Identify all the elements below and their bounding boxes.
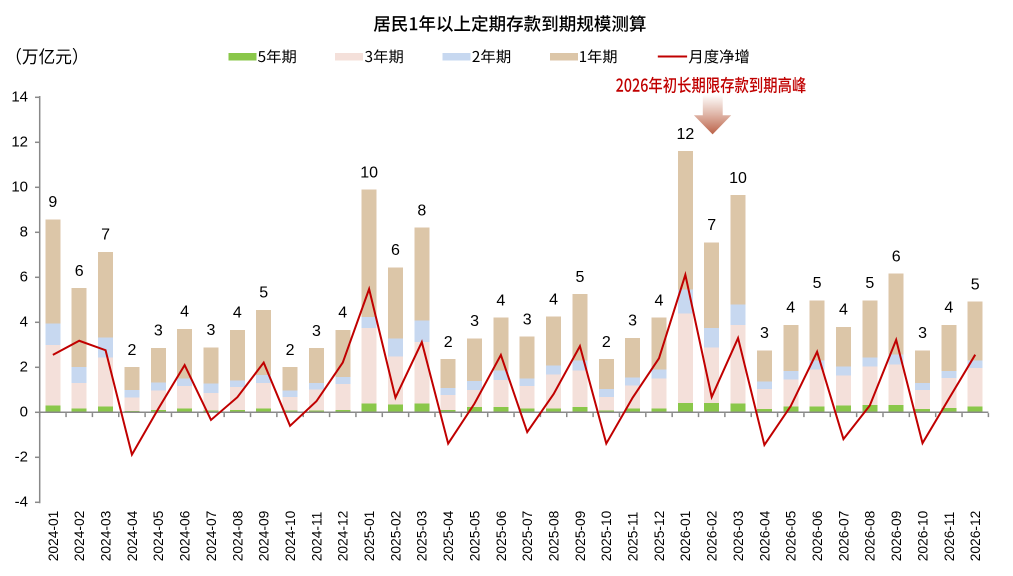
svg-text:3: 3 bbox=[918, 325, 927, 342]
svg-text:4: 4 bbox=[338, 305, 347, 322]
svg-text:2024-07: 2024-07 bbox=[204, 511, 219, 562]
svg-text:4: 4 bbox=[496, 292, 505, 309]
svg-text:2025-04: 2025-04 bbox=[441, 510, 456, 561]
svg-text:5: 5 bbox=[813, 275, 822, 292]
svg-text:2: 2 bbox=[286, 342, 295, 359]
svg-text:6: 6 bbox=[20, 269, 28, 286]
svg-text:4: 4 bbox=[786, 300, 795, 317]
svg-text:4: 4 bbox=[839, 302, 848, 319]
svg-text:3: 3 bbox=[760, 325, 769, 342]
svg-text:3: 3 bbox=[470, 313, 479, 330]
svg-text:4: 4 bbox=[944, 300, 953, 317]
svg-text:3: 3 bbox=[628, 313, 637, 330]
svg-text:2024-09: 2024-09 bbox=[257, 510, 272, 561]
svg-text:0: 0 bbox=[20, 404, 28, 421]
svg-text:6: 6 bbox=[892, 248, 901, 265]
svg-text:4: 4 bbox=[180, 304, 189, 321]
svg-text:2024-05: 2024-05 bbox=[151, 510, 166, 561]
svg-text:2025-12: 2025-12 bbox=[652, 511, 667, 562]
svg-text:3: 3 bbox=[154, 323, 163, 340]
svg-text:2026-05: 2026-05 bbox=[784, 510, 799, 561]
svg-text:8: 8 bbox=[417, 202, 426, 219]
svg-text:2025-02: 2025-02 bbox=[388, 511, 403, 562]
svg-text:2025-10: 2025-10 bbox=[599, 510, 614, 561]
svg-text:2026-01: 2026-01 bbox=[678, 511, 693, 562]
svg-text:2024-12: 2024-12 bbox=[336, 511, 351, 562]
svg-text:10: 10 bbox=[729, 170, 747, 187]
svg-text:12: 12 bbox=[11, 134, 28, 151]
svg-text:3: 3 bbox=[207, 322, 216, 339]
svg-text:4: 4 bbox=[20, 314, 28, 331]
svg-text:7: 7 bbox=[707, 217, 716, 234]
svg-text:10: 10 bbox=[11, 179, 28, 196]
svg-text:6: 6 bbox=[391, 242, 400, 259]
svg-text:3: 3 bbox=[312, 323, 321, 340]
svg-text:2024-03: 2024-03 bbox=[98, 510, 113, 561]
svg-text:9: 9 bbox=[48, 194, 57, 211]
svg-text:2026-07: 2026-07 bbox=[836, 511, 851, 562]
svg-text:2026-06: 2026-06 bbox=[810, 510, 825, 561]
svg-text:12: 12 bbox=[676, 126, 694, 143]
svg-text:2: 2 bbox=[127, 342, 136, 359]
svg-text:2026-02: 2026-02 bbox=[705, 511, 720, 562]
svg-text:2025-01: 2025-01 bbox=[362, 511, 377, 562]
svg-text:2: 2 bbox=[444, 334, 453, 351]
svg-text:2026-10: 2026-10 bbox=[915, 510, 930, 561]
svg-text:4: 4 bbox=[549, 291, 558, 308]
svg-text:2025-07: 2025-07 bbox=[520, 511, 535, 562]
svg-text:2024-06: 2024-06 bbox=[178, 510, 193, 561]
svg-text:2025-09: 2025-09 bbox=[573, 510, 588, 561]
svg-text:2025-08: 2025-08 bbox=[546, 510, 561, 561]
svg-text:2024-02: 2024-02 bbox=[72, 511, 87, 562]
svg-text:2026-09: 2026-09 bbox=[889, 510, 904, 561]
svg-text:2024-04: 2024-04 bbox=[125, 510, 140, 561]
svg-text:2026-08: 2026-08 bbox=[863, 510, 878, 561]
svg-text:2024-08: 2024-08 bbox=[230, 510, 245, 561]
svg-text:2025-03: 2025-03 bbox=[415, 510, 430, 561]
svg-text:-4: -4 bbox=[15, 494, 28, 511]
svg-text:2024-11: 2024-11 bbox=[309, 512, 324, 562]
svg-text:4: 4 bbox=[655, 292, 664, 309]
svg-text:3: 3 bbox=[523, 311, 532, 328]
svg-text:7: 7 bbox=[101, 227, 110, 244]
svg-text:8: 8 bbox=[20, 224, 28, 241]
svg-text:2026-12: 2026-12 bbox=[968, 511, 983, 562]
svg-text:14: 14 bbox=[11, 89, 28, 106]
svg-text:10: 10 bbox=[360, 164, 378, 181]
svg-text:2025-06: 2025-06 bbox=[494, 510, 509, 561]
svg-text:2024-10: 2024-10 bbox=[283, 510, 298, 561]
svg-text:2: 2 bbox=[20, 359, 28, 376]
svg-text:5: 5 bbox=[865, 275, 874, 292]
svg-text:2026-11: 2026-11 bbox=[942, 512, 957, 562]
svg-text:6: 6 bbox=[75, 263, 84, 280]
svg-text:4: 4 bbox=[233, 305, 242, 322]
svg-text:5: 5 bbox=[259, 285, 268, 302]
svg-text:5: 5 bbox=[971, 276, 980, 293]
svg-text:2025-05: 2025-05 bbox=[467, 510, 482, 561]
svg-text:5: 5 bbox=[575, 269, 584, 286]
svg-text:2025-11: 2025-11 bbox=[626, 512, 641, 562]
svg-text:2: 2 bbox=[602, 334, 611, 351]
svg-text:-2: -2 bbox=[15, 449, 28, 466]
svg-text:2026-03: 2026-03 bbox=[731, 510, 746, 561]
svg-text:2026-04: 2026-04 bbox=[757, 510, 772, 561]
svg-text:2024-01: 2024-01 bbox=[46, 511, 61, 562]
